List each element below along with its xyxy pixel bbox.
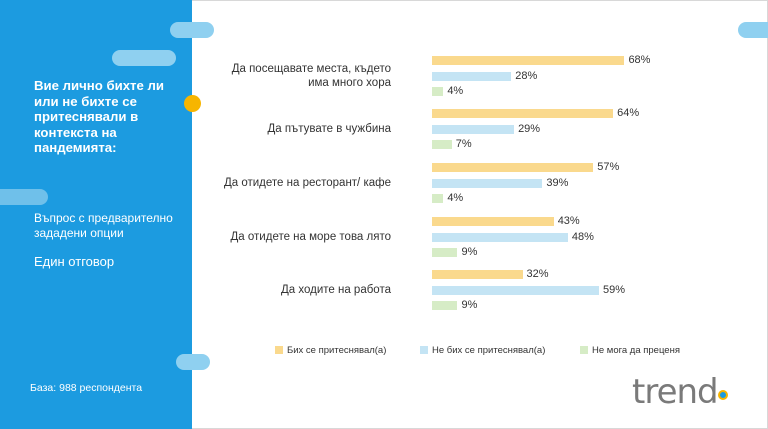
question-text: Вие лично бихте ли или не бихте се прите… (34, 78, 164, 155)
decor-pill-mid (0, 189, 48, 205)
bar-value-label: 4% (447, 85, 464, 97)
base-note: База: 988 респондента (30, 382, 143, 394)
answer-type: Един отговор (34, 254, 115, 269)
bar-value-label: 32% (526, 268, 549, 280)
legend-swatch-series-2 (420, 346, 428, 354)
bar-series-2 (432, 178, 543, 188)
bar-value-label: 9% (461, 299, 478, 311)
bar-value-label: 64% (617, 107, 640, 119)
category-label: Да отидете на море това лято (230, 231, 391, 243)
decor-pill-top-left (112, 50, 176, 66)
bar-value-label: 7% (455, 138, 472, 150)
bar-value-label: 48% (571, 230, 594, 243)
bar-series-3 (432, 87, 444, 96)
bar-series-1 (432, 163, 594, 172)
bar-value-label: 4% (447, 192, 464, 204)
bar-value-label: 29% (518, 122, 541, 135)
bar-series-2 (432, 232, 568, 242)
bar-value-label: 57% (597, 161, 620, 173)
left-panel (0, 0, 192, 429)
legend-item-series-3: Не мога да преценя (580, 345, 680, 356)
decor-pill-top-right (738, 22, 768, 38)
decor-pill-bottom (176, 354, 210, 370)
bar-series-3 (432, 248, 458, 257)
yellow-dot-decor (184, 95, 201, 112)
bar-series-2 (432, 71, 512, 81)
legend-label-series-2: Не бих се притеснявал(а) (432, 345, 546, 356)
bar-series-1 (432, 109, 614, 118)
bar-series-1 (432, 270, 523, 279)
bar-series-3 (432, 140, 452, 149)
legend-label-series-1: Бих се притеснявал(а) (287, 345, 387, 356)
bar-value-label: 39% (546, 176, 569, 189)
bar-series-2 (432, 124, 515, 134)
category-label: Да пътувате в чужбина (267, 123, 391, 135)
bar-series-2 (432, 285, 599, 295)
category-label: Да ходите на работа (280, 284, 391, 296)
bar-value-label: 68% (628, 54, 651, 66)
legend-item-series-2: Не бих се притеснявал(а) (420, 345, 545, 356)
category-label: Да посещавате места, където има много хор… (231, 63, 391, 89)
question-type: Въпрос с предварително зададени опции (34, 211, 173, 240)
trend-logo: trend (632, 372, 719, 412)
bar-value-label: 59% (602, 283, 625, 296)
decor-pill-top-center (170, 22, 214, 38)
bar-series-3 (432, 194, 444, 203)
bar-value-label: 9% (461, 246, 478, 258)
bar-series-1 (432, 56, 625, 65)
bar-series-1 (432, 217, 554, 226)
bar-value-label: 28% (515, 69, 538, 82)
logo-dot-icon (718, 390, 728, 400)
bar-value-label: 43% (557, 215, 580, 227)
legend-label-series-3: Не мога да преценя (592, 345, 680, 356)
legend-swatch-series-3 (580, 346, 588, 354)
legend-item-series-1: Бих се притеснявал(а) (275, 345, 386, 356)
legend-swatch-series-1 (275, 346, 283, 354)
category-label: Да отидете на ресторант/ кафе (223, 177, 391, 189)
bar-series-3 (432, 301, 458, 310)
